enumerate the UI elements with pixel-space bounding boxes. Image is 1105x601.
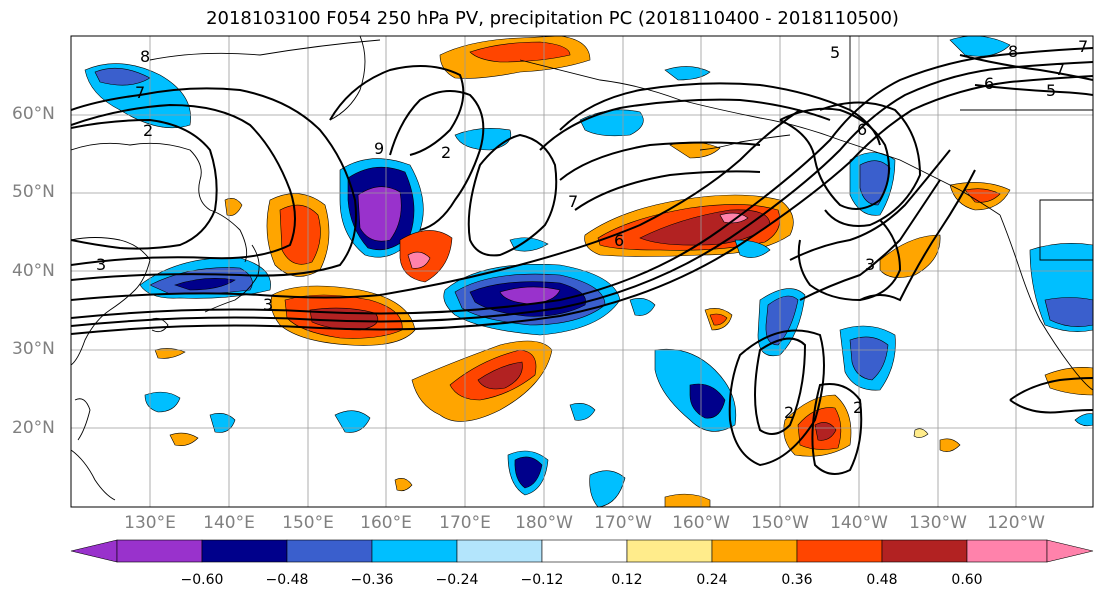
latitude-label: 40°N	[12, 261, 55, 281]
colorbar-bin	[711, 539, 798, 563]
colorbar	[70, 539, 1094, 563]
colorbar-bin	[201, 539, 288, 563]
colorbar-tick-label: 0.24	[696, 572, 728, 588]
contour-label: 7	[1078, 37, 1088, 56]
coastlines	[71, 36, 1093, 501]
colorbar-bin	[966, 539, 1048, 563]
contour-label: 2	[784, 403, 794, 422]
colorbar-tick-label: −0.60	[180, 572, 224, 588]
latitude-label: 30°N	[12, 339, 55, 359]
longitude-label: 140°W	[830, 513, 888, 533]
colorbar-bin	[796, 539, 883, 563]
colorbar-extend-min	[70, 539, 118, 563]
colorbar-bin	[881, 539, 968, 563]
colorbar-tick-label: 0.48	[866, 572, 898, 588]
colorbar-tick-label: −0.12	[520, 572, 564, 588]
contour-label: 6	[857, 120, 867, 139]
longitude-label: 180°W	[515, 513, 573, 533]
contour-label: 9	[374, 139, 384, 158]
longitude-label: 170°E	[439, 513, 491, 533]
contour-label: 6	[984, 74, 994, 93]
longitude-label: 140°E	[203, 513, 255, 533]
colorbar-bin	[541, 539, 628, 563]
contour-labels: 8 7 2 3 3 6 7 6 9 2 6 7 5 2 2 8 7 3 5	[96, 37, 1088, 422]
contour-label: 2	[143, 121, 153, 140]
contour-label: 5	[1046, 81, 1056, 100]
colorbar-tick-label: 0.12	[611, 572, 643, 588]
colorbar-bin	[371, 539, 458, 563]
contour-label: 3	[263, 295, 273, 314]
map-frame	[70, 35, 1094, 508]
longitude-label: 160°W	[672, 513, 730, 533]
contour-label: 7	[1055, 60, 1065, 79]
contour-label: 3	[865, 255, 875, 274]
contour-label: 8	[140, 47, 150, 66]
colorbar-tick-label: 0.36	[781, 572, 813, 588]
contour-label: 3	[96, 255, 106, 274]
colorbar-tick-label: −0.48	[265, 572, 309, 588]
colorbar-tick-label: −0.36	[350, 572, 394, 588]
longitude-label: 130°E	[124, 513, 176, 533]
colorbar-extend-max	[1046, 539, 1094, 563]
latitude-label: 60°N	[12, 104, 55, 124]
pv-contours	[71, 47, 1093, 475]
gridlines	[71, 36, 1093, 507]
colorbar-tick-label: −0.24	[435, 572, 479, 588]
contour-label: 2	[853, 398, 863, 417]
contour-label: 6	[614, 231, 624, 250]
map-canvas: 8 7 2 3 3 6 7 6 9 2 6 7 5 2 2 8 7 3 5	[71, 36, 1093, 507]
colorbar-bin	[626, 539, 713, 563]
colorbar-bin	[116, 539, 203, 563]
longitude-label: 130°W	[909, 513, 967, 533]
colorbar-tick-label: 0.60	[951, 572, 983, 588]
colorbar-bin	[286, 539, 373, 563]
latitude-label: 50°N	[12, 182, 55, 202]
colorbar-bin	[456, 539, 543, 563]
contour-label: 8	[1008, 42, 1018, 61]
contour-label: 5	[830, 43, 840, 62]
precipitation-shading	[84, 36, 1093, 507]
contour-label: 2	[441, 143, 451, 162]
longitude-label: 150°E	[282, 513, 334, 533]
longitude-label: 120°W	[987, 513, 1045, 533]
longitude-label: 170°W	[594, 513, 652, 533]
contour-label: 7	[135, 83, 145, 102]
contour-label: 7	[568, 192, 578, 211]
latitude-label: 20°N	[12, 418, 55, 438]
longitude-label: 160°E	[360, 513, 412, 533]
longitude-label: 150°W	[751, 513, 809, 533]
map-title: 2018103100 F054 250 hPa PV, precipitatio…	[206, 8, 899, 29]
